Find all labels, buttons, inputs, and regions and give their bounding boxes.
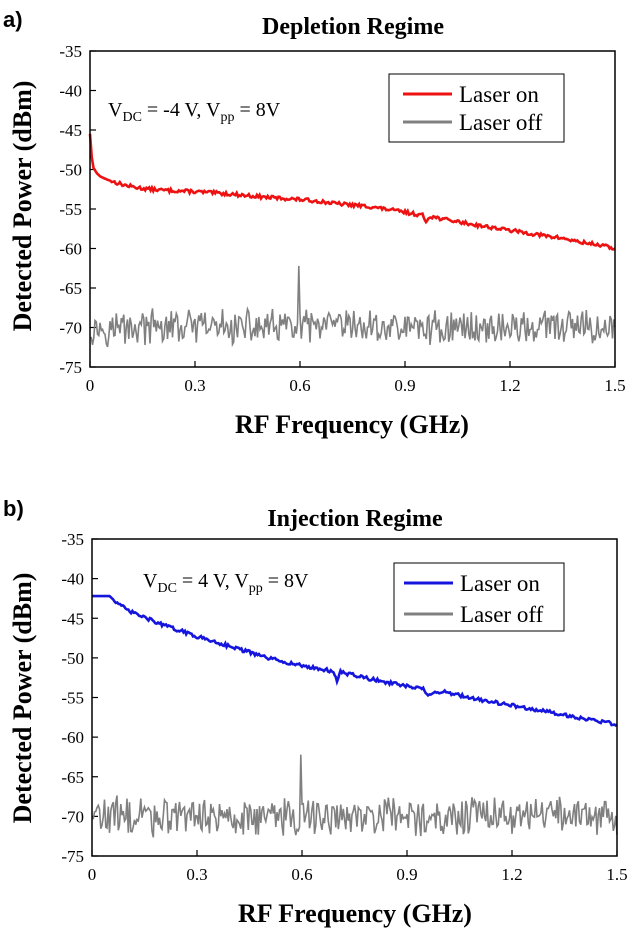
- y-axis-label-b: Detected Power (dBm): [8, 573, 37, 824]
- y-tick-label: -70: [59, 319, 82, 338]
- legend-box-a: [388, 73, 565, 143]
- x-tick-label: 0.9: [396, 865, 417, 884]
- y-tick-label: -55: [61, 689, 84, 708]
- y-tick-label: -75: [61, 847, 84, 866]
- series-group-a: [88, 133, 616, 348]
- y-tick-label: -50: [61, 649, 84, 668]
- legend-box-b: [393, 562, 565, 632]
- x-tick-label: 1.2: [499, 376, 520, 395]
- y-tick-label: -50: [59, 161, 82, 180]
- x-tick-label: 0.6: [291, 865, 312, 884]
- plot-frame-b: [91, 538, 618, 857]
- annotation-a: VDC = -4 V, Vpp = 8V: [108, 99, 281, 125]
- y-tick-labels-a: -35 -40 -45 -50 -55 -60 -65 -70 -75: [59, 42, 82, 377]
- y-tick-label: -35: [61, 530, 84, 549]
- x-tick-label: 0.3: [184, 376, 205, 395]
- legend-label-off-a: Laser off: [459, 110, 543, 135]
- panel-label-b: b): [3, 496, 24, 521]
- series-group-b: [91, 594, 618, 838]
- y-tick-labels-b: -35 -40 -45 -50 -55 -60 -65 -70 -75: [61, 530, 84, 866]
- x-tick-labels-b: 0 0.3 0.6 0.9 1.2 1.5: [88, 865, 628, 884]
- x-tick-label: 1.5: [604, 376, 625, 395]
- panel-label-a: a): [3, 7, 23, 32]
- y-tick-label: -45: [59, 121, 82, 140]
- series-line-laser-off: [89, 265, 616, 348]
- annotation-b: VDC = 4 V, Vpp = 8V: [143, 570, 309, 596]
- y-tick-label: -35: [59, 42, 82, 61]
- y-tick-label: -75: [59, 358, 82, 377]
- y-axis-label-a: Detected Power (dBm): [8, 81, 37, 332]
- plot-frame-a: [89, 50, 616, 368]
- legend-label-on-b: Laser on: [460, 571, 540, 596]
- panel-a: a) Depletion Regime -35 -40 -45 -50 -55 -60 -6…: [3, 7, 626, 439]
- y-tick-label: -65: [61, 768, 84, 787]
- x-tick-label: 0.3: [186, 865, 207, 884]
- y-tick-label: -45: [61, 609, 84, 628]
- chart-title-a: Depletion Regime: [262, 14, 444, 40]
- legend-a: Laser on Laser off: [388, 73, 565, 143]
- series-line-laser-off: [91, 754, 618, 838]
- x-axis-label-b: RF Frequency (GHz): [238, 899, 472, 928]
- y-tick-label: -40: [59, 82, 82, 101]
- x-tick-label: 0: [86, 376, 95, 395]
- x-tick-labels-a: 0 0.3 0.6 0.9 1.2 1.5: [86, 376, 626, 395]
- series-line-laser-on: [88, 133, 616, 251]
- y-tick-label: -60: [61, 728, 84, 747]
- panel-b: b) Injection Regime -35 -40 -45 -50 -55 -60 -6…: [3, 496, 628, 928]
- x-tick-label: 0: [88, 865, 97, 884]
- series-line-laser-on: [92, 594, 618, 728]
- x-tick-label: 0.6: [289, 376, 310, 395]
- x-tick-label: 0.9: [394, 376, 415, 395]
- y-tick-label: -65: [59, 279, 82, 298]
- legend-label-off-b: Laser off: [460, 602, 544, 627]
- x-tick-label: 1.5: [606, 865, 627, 884]
- legend-b: Laser on Laser off: [393, 562, 565, 632]
- y-tick-label: -40: [61, 570, 84, 589]
- y-tick-label: -60: [59, 240, 82, 259]
- y-tick-label: -70: [61, 807, 84, 826]
- tick-marks-a: [89, 50, 616, 368]
- legend-label-on-a: Laser on: [459, 82, 539, 107]
- y-tick-label: -55: [59, 200, 82, 219]
- x-axis-label-a: RF Frequency (GHz): [235, 410, 469, 439]
- chart-title-b: Injection Regime: [267, 506, 443, 532]
- x-tick-label: 1.2: [501, 865, 522, 884]
